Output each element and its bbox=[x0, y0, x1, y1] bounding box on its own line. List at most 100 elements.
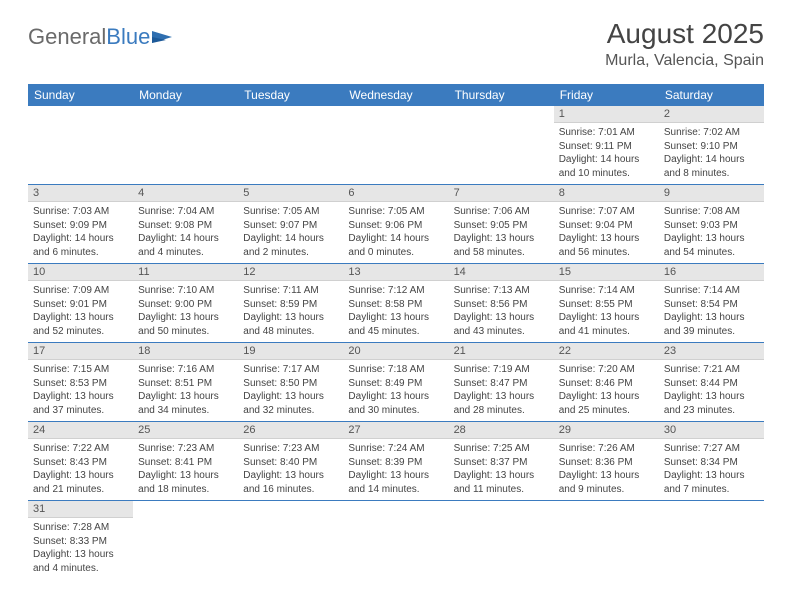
daylight-line: Daylight: 13 hours and 25 minutes. bbox=[559, 390, 654, 417]
header: GeneralBlue August 2025 Murla, Valencia,… bbox=[0, 0, 792, 78]
sunset-line: Sunset: 9:03 PM bbox=[664, 219, 759, 233]
calendar-day-cell: 8Sunrise: 7:07 AMSunset: 9:04 PMDaylight… bbox=[554, 185, 659, 264]
sunset-line: Sunset: 8:41 PM bbox=[138, 456, 233, 470]
calendar-day-cell: 20Sunrise: 7:18 AMSunset: 8:49 PMDayligh… bbox=[343, 343, 448, 422]
calendar-day-cell: 13Sunrise: 7:12 AMSunset: 8:58 PMDayligh… bbox=[343, 264, 448, 343]
weekday-header: Wednesday bbox=[343, 84, 448, 106]
daylight-line: Daylight: 14 hours and 6 minutes. bbox=[33, 232, 128, 259]
daylight-line: Daylight: 13 hours and 30 minutes. bbox=[348, 390, 443, 417]
daylight-line: Daylight: 13 hours and 43 minutes. bbox=[454, 311, 549, 338]
sunset-line: Sunset: 9:11 PM bbox=[559, 140, 654, 154]
sunset-line: Sunset: 8:40 PM bbox=[243, 456, 338, 470]
calendar-day-cell: 30Sunrise: 7:27 AMSunset: 8:34 PMDayligh… bbox=[659, 422, 764, 501]
sunset-line: Sunset: 9:00 PM bbox=[138, 298, 233, 312]
location: Murla, Valencia, Spain bbox=[605, 52, 764, 70]
day-number: 9 bbox=[659, 185, 764, 202]
day-body: Sunrise: 7:22 AMSunset: 8:43 PMDaylight:… bbox=[28, 439, 133, 500]
day-body: Sunrise: 7:28 AMSunset: 8:33 PMDaylight:… bbox=[28, 518, 133, 579]
daylight-line: Daylight: 13 hours and 7 minutes. bbox=[664, 469, 759, 496]
calendar-day-cell: 21Sunrise: 7:19 AMSunset: 8:47 PMDayligh… bbox=[449, 343, 554, 422]
day-body: Sunrise: 7:19 AMSunset: 8:47 PMDaylight:… bbox=[449, 360, 554, 421]
calendar-day-cell: 23Sunrise: 7:21 AMSunset: 8:44 PMDayligh… bbox=[659, 343, 764, 422]
sunrise-line: Sunrise: 7:13 AM bbox=[454, 284, 549, 298]
calendar-day-cell: 27Sunrise: 7:24 AMSunset: 8:39 PMDayligh… bbox=[343, 422, 448, 501]
day-number: 4 bbox=[133, 185, 238, 202]
sunset-line: Sunset: 8:33 PM bbox=[33, 535, 128, 549]
sunrise-line: Sunrise: 7:28 AM bbox=[33, 521, 128, 535]
day-number: 28 bbox=[449, 422, 554, 439]
day-body: Sunrise: 7:27 AMSunset: 8:34 PMDaylight:… bbox=[659, 439, 764, 500]
day-body: Sunrise: 7:20 AMSunset: 8:46 PMDaylight:… bbox=[554, 360, 659, 421]
calendar-empty-cell bbox=[238, 501, 343, 580]
sunset-line: Sunset: 8:55 PM bbox=[559, 298, 654, 312]
sunset-line: Sunset: 8:47 PM bbox=[454, 377, 549, 391]
sunrise-line: Sunrise: 7:11 AM bbox=[243, 284, 338, 298]
daylight-line: Daylight: 13 hours and 37 minutes. bbox=[33, 390, 128, 417]
sunrise-line: Sunrise: 7:07 AM bbox=[559, 205, 654, 219]
sunset-line: Sunset: 8:49 PM bbox=[348, 377, 443, 391]
calendar-empty-cell bbox=[449, 501, 554, 580]
day-body: Sunrise: 7:11 AMSunset: 8:59 PMDaylight:… bbox=[238, 281, 343, 342]
calendar-empty-cell bbox=[133, 501, 238, 580]
sunrise-line: Sunrise: 7:20 AM bbox=[559, 363, 654, 377]
logo-text-general: General bbox=[28, 24, 106, 50]
calendar-empty-cell bbox=[238, 106, 343, 185]
sunrise-line: Sunrise: 7:10 AM bbox=[138, 284, 233, 298]
day-body: Sunrise: 7:01 AMSunset: 9:11 PMDaylight:… bbox=[554, 123, 659, 184]
weekday-header-row: SundayMondayTuesdayWednesdayThursdayFrid… bbox=[28, 84, 764, 106]
daylight-line: Daylight: 14 hours and 8 minutes. bbox=[664, 153, 759, 180]
sunset-line: Sunset: 9:07 PM bbox=[243, 219, 338, 233]
sunrise-line: Sunrise: 7:23 AM bbox=[138, 442, 233, 456]
day-number: 11 bbox=[133, 264, 238, 281]
sunrise-line: Sunrise: 7:05 AM bbox=[243, 205, 338, 219]
day-body: Sunrise: 7:05 AMSunset: 9:06 PMDaylight:… bbox=[343, 202, 448, 263]
calendar-empty-cell bbox=[28, 106, 133, 185]
sunrise-line: Sunrise: 7:14 AM bbox=[559, 284, 654, 298]
sunrise-line: Sunrise: 7:01 AM bbox=[559, 126, 654, 140]
day-number: 19 bbox=[238, 343, 343, 360]
calendar-day-cell: 1Sunrise: 7:01 AMSunset: 9:11 PMDaylight… bbox=[554, 106, 659, 185]
daylight-line: Daylight: 13 hours and 23 minutes. bbox=[664, 390, 759, 417]
sunset-line: Sunset: 8:44 PM bbox=[664, 377, 759, 391]
day-body: Sunrise: 7:06 AMSunset: 9:05 PMDaylight:… bbox=[449, 202, 554, 263]
day-number: 6 bbox=[343, 185, 448, 202]
calendar-day-cell: 16Sunrise: 7:14 AMSunset: 8:54 PMDayligh… bbox=[659, 264, 764, 343]
daylight-line: Daylight: 14 hours and 2 minutes. bbox=[243, 232, 338, 259]
calendar-day-cell: 5 Sunrise: 7:05 AMSunset: 9:07 PMDaylight… bbox=[238, 185, 343, 264]
sunset-line: Sunset: 9:08 PM bbox=[138, 219, 233, 233]
sunrise-line: Sunrise: 7:25 AM bbox=[454, 442, 549, 456]
sunrise-line: Sunrise: 7:04 AM bbox=[138, 205, 233, 219]
sunset-line: Sunset: 8:36 PM bbox=[559, 456, 654, 470]
sunset-line: Sunset: 9:01 PM bbox=[33, 298, 128, 312]
daylight-line: Daylight: 13 hours and 50 minutes. bbox=[138, 311, 233, 338]
calendar-day-cell: 12Sunrise: 7:11 AMSunset: 8:59 PMDayligh… bbox=[238, 264, 343, 343]
day-number: 3 bbox=[28, 185, 133, 202]
daylight-line: Daylight: 13 hours and 48 minutes. bbox=[243, 311, 338, 338]
sunrise-line: Sunrise: 7:26 AM bbox=[559, 442, 654, 456]
sunrise-line: Sunrise: 7:16 AM bbox=[138, 363, 233, 377]
day-number: 27 bbox=[343, 422, 448, 439]
title-block: August 2025 Murla, Valencia, Spain bbox=[605, 18, 764, 70]
day-number: 21 bbox=[449, 343, 554, 360]
logo: GeneralBlue bbox=[28, 24, 174, 50]
weekday-header: Sunday bbox=[28, 84, 133, 106]
day-body: Sunrise: 7:25 AMSunset: 8:37 PMDaylight:… bbox=[449, 439, 554, 500]
day-body: Sunrise: 7:21 AMSunset: 8:44 PMDaylight:… bbox=[659, 360, 764, 421]
day-body: Sunrise: 7:02 AMSunset: 9:10 PMDaylight:… bbox=[659, 123, 764, 184]
daylight-line: Daylight: 13 hours and 9 minutes. bbox=[559, 469, 654, 496]
day-body: Sunrise: 7:14 AMSunset: 8:55 PMDaylight:… bbox=[554, 281, 659, 342]
weekday-header: Saturday bbox=[659, 84, 764, 106]
day-body: Sunrise: 7:26 AMSunset: 8:36 PMDaylight:… bbox=[554, 439, 659, 500]
day-number: 22 bbox=[554, 343, 659, 360]
calendar-day-cell: 7Sunrise: 7:06 AMSunset: 9:05 PMDaylight… bbox=[449, 185, 554, 264]
sunset-line: Sunset: 8:59 PM bbox=[243, 298, 338, 312]
daylight-line: Daylight: 13 hours and 45 minutes. bbox=[348, 311, 443, 338]
day-number: 5 bbox=[238, 185, 343, 202]
calendar-row: 1Sunrise: 7:01 AMSunset: 9:11 PMDaylight… bbox=[28, 106, 764, 185]
daylight-line: Daylight: 13 hours and 28 minutes. bbox=[454, 390, 549, 417]
sunset-line: Sunset: 9:05 PM bbox=[454, 219, 549, 233]
day-body: Sunrise: 7:04 AMSunset: 9:08 PMDaylight:… bbox=[133, 202, 238, 263]
calendar-day-cell: 19Sunrise: 7:17 AMSunset: 8:50 PMDayligh… bbox=[238, 343, 343, 422]
day-number: 18 bbox=[133, 343, 238, 360]
daylight-line: Daylight: 13 hours and 34 minutes. bbox=[138, 390, 233, 417]
